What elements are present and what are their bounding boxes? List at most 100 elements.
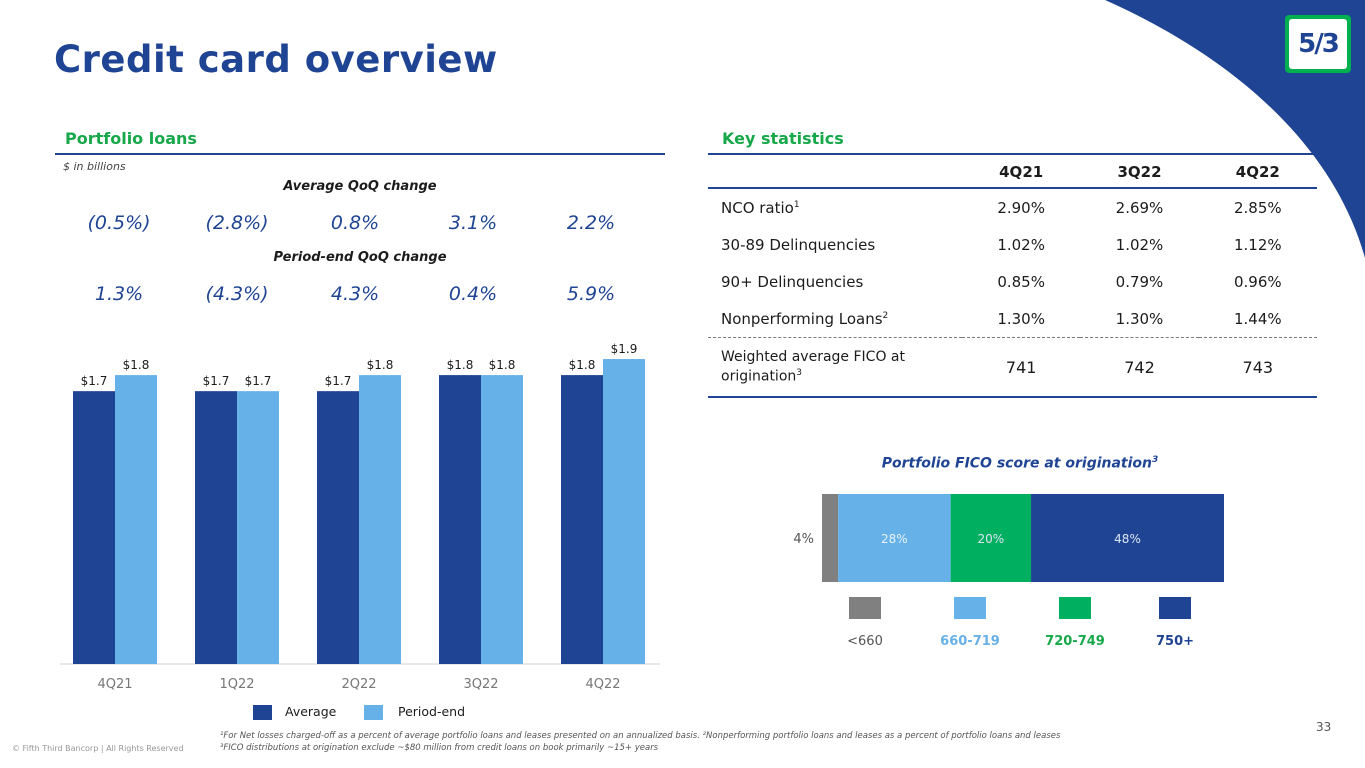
table-header-empty (708, 157, 962, 189)
fico-legend-swatch (1159, 597, 1191, 619)
legend-period-end-label: Period-end (398, 704, 466, 719)
fico-segment-<660 (822, 494, 839, 582)
fico-legend-swatch (954, 597, 986, 619)
table-cell: 1.30% (1115, 309, 1164, 328)
table-row: 30-89 Delinquencies 1.02% 1.02% 1.12% (708, 226, 1317, 263)
pe-qoq-heading: Period-end QoQ change (273, 250, 447, 265)
table-column-header: 4Q22 (1198, 157, 1317, 189)
fico-segment-label: 4% (793, 532, 814, 547)
table-column-header: 4Q21 (962, 157, 1081, 189)
key-statistics-table: 4Q21 3Q22 4Q22 NCO ratio1 2.90% 2.69% 2.… (708, 157, 1317, 398)
fico-legend-label: 750+ (1156, 634, 1194, 649)
fico-chart-title: Portfolio FICO score at origination3 (881, 455, 1159, 472)
table-cell: 2.69% (1115, 198, 1164, 217)
table-cell: 0.85% (997, 272, 1045, 291)
fico-legend-swatch (849, 597, 881, 619)
bar-data-label: $1.8 (489, 358, 516, 372)
key-stats-heading-rule (708, 153, 1317, 155)
bar-data-label: $1.7 (325, 374, 352, 388)
bar-data-label: $1.7 (81, 374, 108, 388)
table-row: 90+ Delinquencies 0.85% 0.79% 0.96% (708, 263, 1317, 300)
x-tick-label: 3Q22 (463, 677, 498, 692)
table-cell: 742 (1080, 337, 1199, 398)
avg-qoq-value: 2.2% (566, 212, 616, 234)
bar-period-end-3q22 (481, 375, 523, 664)
legend-average-swatch (253, 705, 272, 720)
footnote-1: ¹For Net losses charged-off as a percent… (220, 731, 1061, 741)
fico-legend-label: 720-749 (1045, 634, 1105, 649)
table-cell: 2.85% (1234, 198, 1282, 217)
bar-period-end-4q22 (603, 359, 645, 664)
legend-period-end-swatch (364, 705, 383, 720)
fico-stacked-bar-chart: 4% 28% 20% 48% <660 660-719 720-749 750+ (793, 494, 1224, 649)
bar-data-label: $1.8 (569, 358, 596, 372)
page-title: Credit card overview (54, 38, 498, 81)
avg-qoq-value: (0.5%) (87, 212, 151, 234)
table-cell: 743 (1198, 337, 1317, 398)
row-label: Nonperforming Loans2 (721, 309, 889, 328)
row-label: NCO ratio1 (721, 198, 800, 217)
table-cell: 1.02% (997, 235, 1045, 254)
table-cell: 1.02% (1115, 235, 1164, 254)
logo-mark: 5/3 (1298, 29, 1340, 59)
pe-qoq-row: 1.3% (4.3%) 4.3% 0.4% 5.9% (60, 283, 650, 305)
pe-qoq-value: 0.4% (448, 283, 498, 305)
fico-segment-720-749 (950, 494, 1032, 582)
table-header-row: 4Q21 3Q22 4Q22 (708, 157, 1317, 189)
table-cell: 1.30% (997, 309, 1045, 328)
table-column-header: 3Q22 (1080, 157, 1199, 189)
legend-average-label: Average (285, 704, 337, 719)
table-cell: 2.90% (997, 198, 1045, 217)
bar-average-3q22 (439, 375, 481, 664)
avg-qoq-row: (0.5%) (2.8%) 0.8% 3.1% 2.2% (60, 212, 650, 234)
table-row: NCO ratio1 2.90% 2.69% 2.85% (708, 188, 1317, 226)
bar-data-label: $1.7 (203, 374, 230, 388)
fico-legend-label: 660-719 (940, 634, 1000, 649)
avg-qoq-value: (2.8%) (205, 212, 269, 234)
copyright: © Fifth Third Bancorp | All Rights Reser… (12, 744, 184, 753)
bar-average-1q22 (195, 391, 237, 664)
fico-segment-660-719 (838, 494, 951, 582)
bar-period-end-4q21 (115, 375, 157, 664)
pe-qoq-value: 5.9% (566, 283, 616, 305)
page-number: 33 (1316, 720, 1332, 734)
table-cell: 0.79% (1115, 272, 1164, 291)
table-cell: 0.96% (1234, 272, 1282, 291)
bar-data-label: $1.8 (367, 358, 394, 372)
footnote-2: ³FICO distributions at origination exclu… (220, 743, 659, 753)
bar-data-label: $1.7 (245, 374, 272, 388)
bar-period-end-1q22 (237, 391, 279, 664)
table-cell: 741 (962, 337, 1081, 398)
row-label: 30-89 Delinquencies (721, 235, 876, 254)
row-label: 90+ Delinquencies (721, 272, 864, 291)
fico-segment-750+ (1031, 494, 1224, 582)
pe-qoq-value: 1.3% (94, 283, 144, 305)
fico-segment-label: 48% (1114, 532, 1141, 546)
fico-legend-swatch (1059, 597, 1091, 619)
pe-qoq-value: (4.3%) (205, 283, 269, 305)
bar-average-4q21 (73, 391, 115, 664)
table-row: Nonperforming Loans2 1.30% 1.30% 1.44% (708, 300, 1317, 338)
fifth-third-logo: 5/3 (1285, 15, 1351, 73)
x-tick-label: 2Q22 (341, 677, 376, 692)
table-cell: 1.44% (1234, 309, 1282, 328)
key-statistics-heading: Key statistics (722, 129, 844, 148)
bar-data-label: $1.9 (611, 342, 638, 356)
units-note: $ in billions (63, 160, 126, 173)
portfolio-loans-bar-chart: $1.7 $1.8 4Q21 $1.7 $1.7 1Q22 $1.7 $1.8 2Q22 $1.8… (60, 342, 660, 692)
bar-period-end-2q22 (359, 375, 401, 664)
portfolio-heading-rule (55, 153, 665, 155)
avg-qoq-value: 0.8% (330, 212, 380, 234)
x-tick-label: 4Q22 (585, 677, 620, 692)
fico-segment-label: 20% (978, 532, 1005, 546)
bar-data-label: $1.8 (447, 358, 474, 372)
bar-average-4q22 (561, 375, 603, 664)
x-tick-label: 1Q22 (219, 677, 254, 692)
row-label: Weighted average FICO at origination3 (708, 337, 962, 398)
x-tick-label: 4Q21 (97, 677, 132, 692)
table-cell: 1.12% (1234, 235, 1282, 254)
portfolio-loans-heading: Portfolio loans (65, 129, 197, 148)
bar-average-2q22 (317, 391, 359, 664)
fico-row: Weighted average FICO at origination3 741… (708, 337, 1317, 398)
fico-segment-label: 28% (881, 532, 908, 546)
